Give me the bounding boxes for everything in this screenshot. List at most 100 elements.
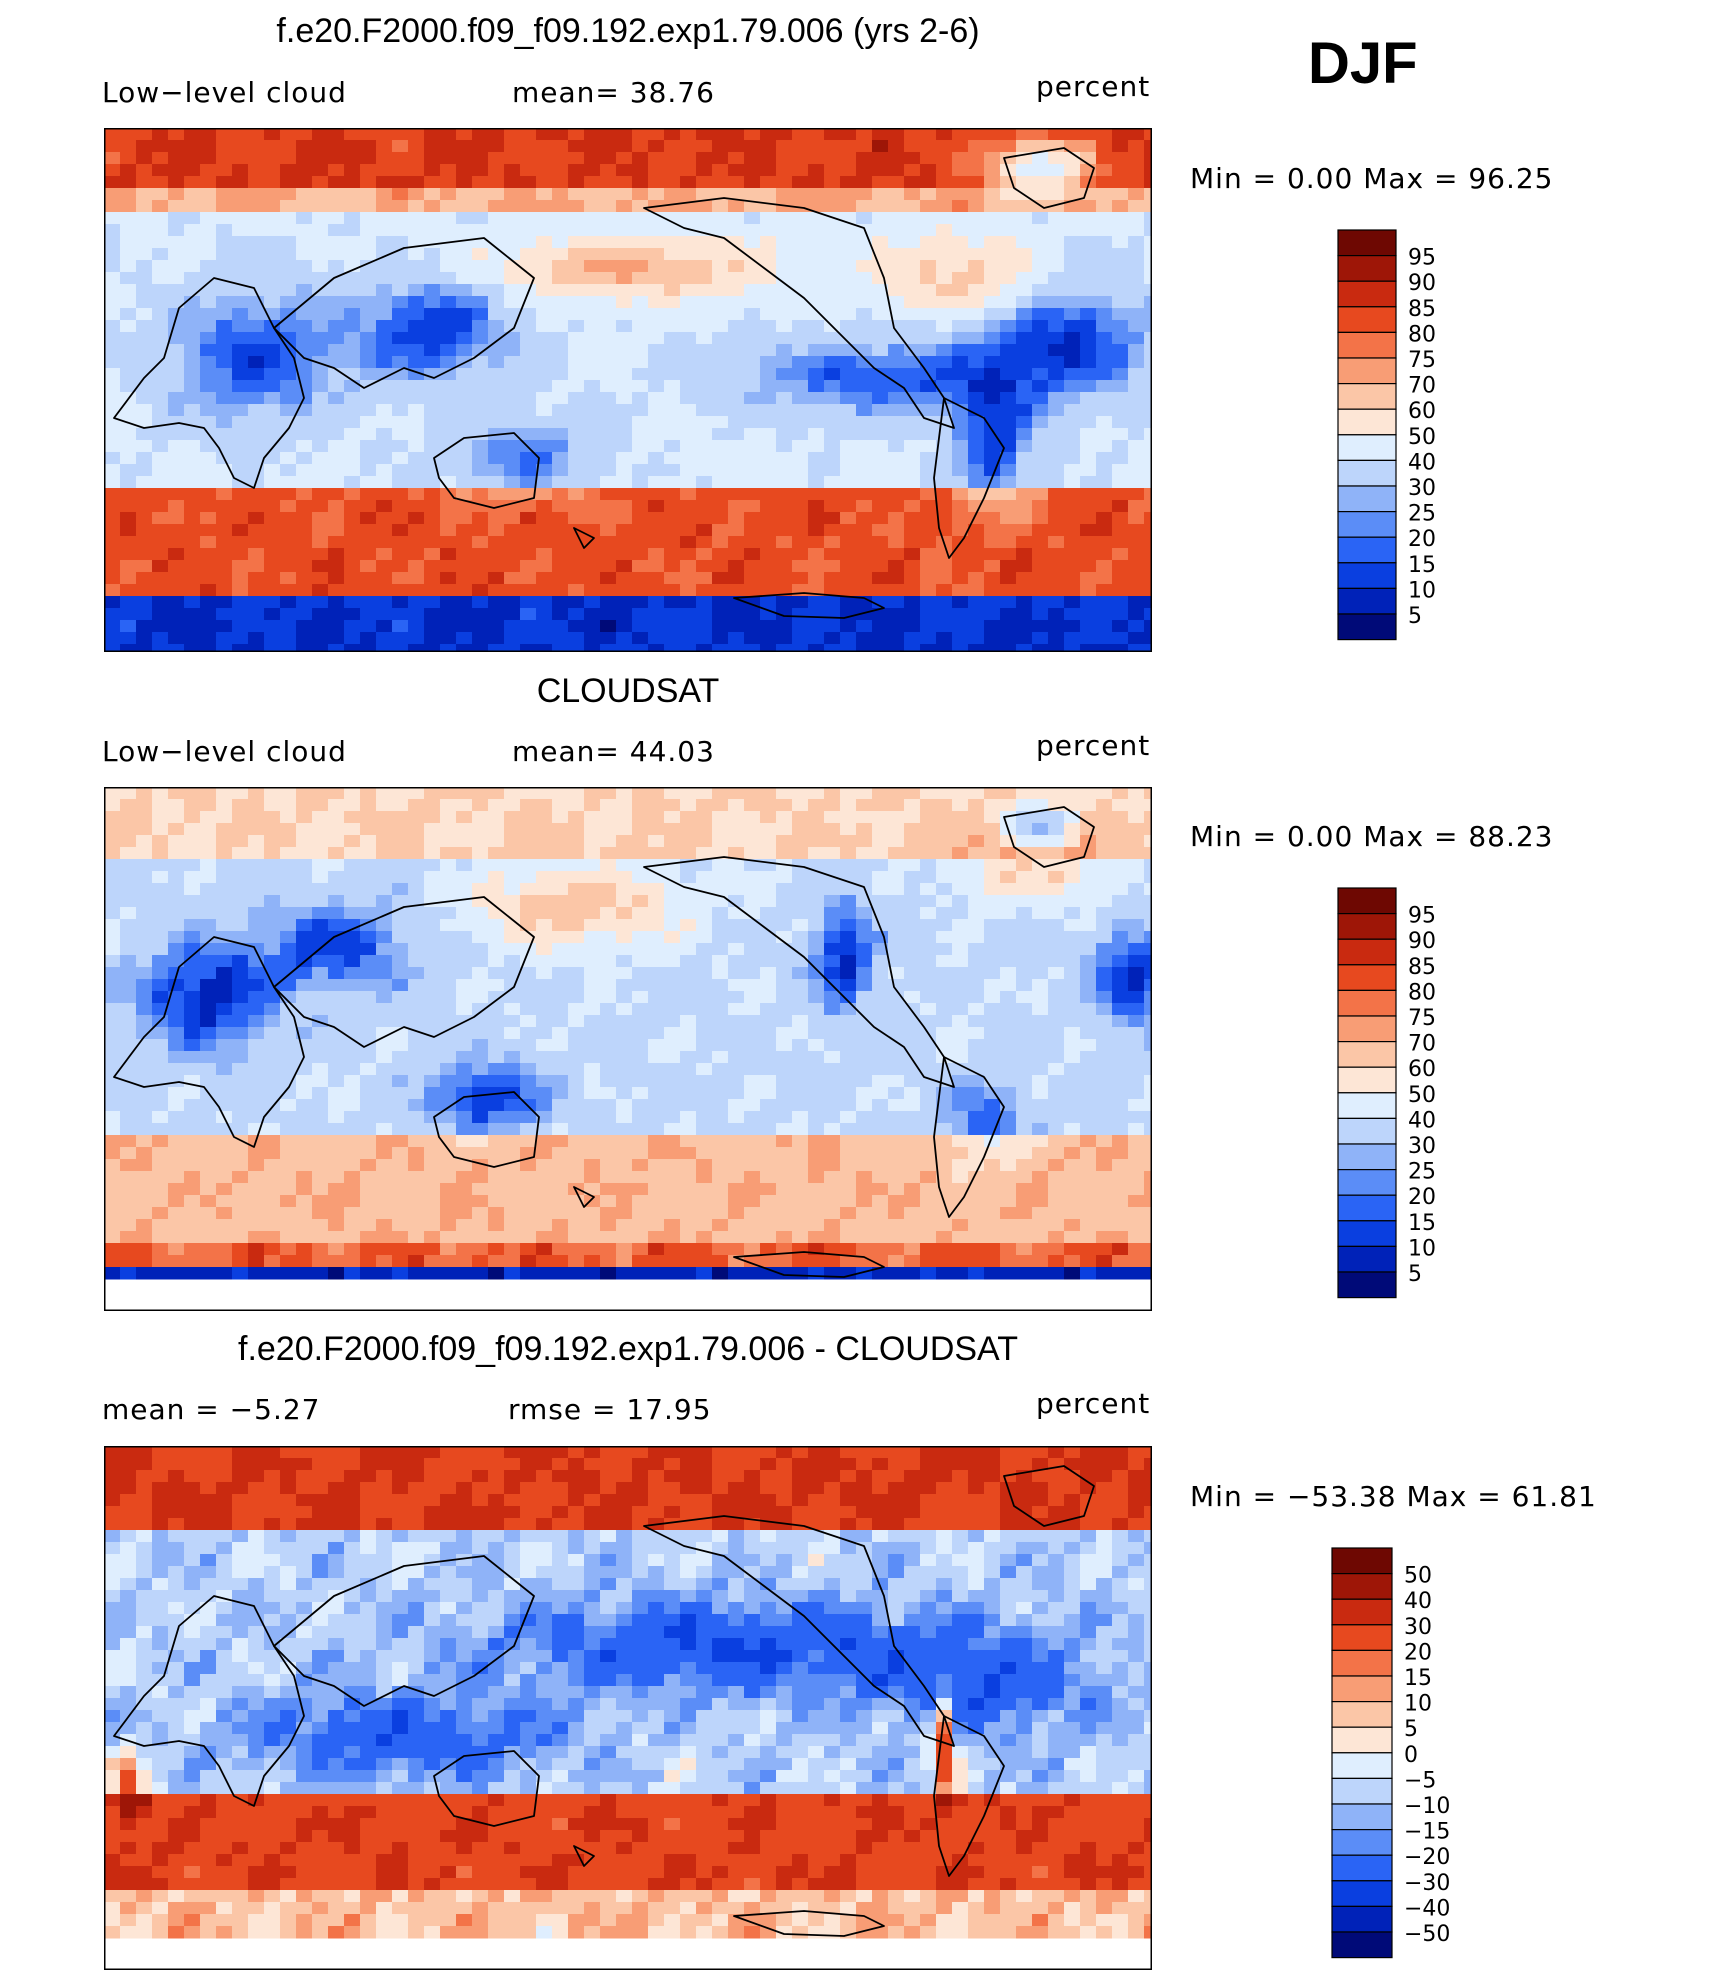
panel2-map-cell bbox=[360, 1147, 377, 1160]
panel2-map-cell bbox=[648, 835, 665, 848]
panel1-map-cell bbox=[120, 152, 137, 165]
panel1-map-cell bbox=[504, 164, 521, 177]
panel1-map-cell bbox=[456, 368, 473, 381]
panel1-map-cell bbox=[792, 632, 809, 645]
panel1-map-cell bbox=[856, 596, 873, 609]
panel2-map-cell bbox=[200, 883, 217, 896]
panel1-map-cell bbox=[296, 212, 313, 225]
panel2-map-cell bbox=[824, 847, 841, 860]
panel1-map-cell bbox=[904, 548, 921, 561]
panel1-map-cell bbox=[1112, 404, 1129, 417]
panel1-map-cell bbox=[168, 416, 185, 429]
panel2-map-cell bbox=[1112, 1087, 1129, 1100]
panel2-map-cell bbox=[712, 859, 729, 872]
panel1-map-cell bbox=[808, 500, 825, 513]
panel2-map-cell bbox=[1096, 1003, 1113, 1016]
panel2-map-cell bbox=[136, 919, 153, 932]
panel1-map-cell bbox=[792, 224, 809, 237]
colorbar-box bbox=[1337, 255, 1397, 282]
panel2-map-cell bbox=[840, 931, 857, 944]
panel1-map-cell bbox=[280, 536, 297, 549]
panel1-map-cell bbox=[456, 236, 473, 249]
panel1-map-cell bbox=[856, 416, 873, 429]
panel1-map-cell bbox=[1112, 524, 1129, 537]
panel1-map-cell bbox=[440, 440, 457, 453]
panel1-map-cell bbox=[488, 380, 505, 393]
panel1-map-cell bbox=[184, 188, 201, 201]
panel2-map-cell bbox=[1096, 1087, 1113, 1100]
panel1-map-cell bbox=[1032, 212, 1049, 225]
panel1-map-cell bbox=[424, 200, 441, 213]
panel1-map-cell bbox=[120, 632, 137, 645]
panel2-map-cell bbox=[1112, 799, 1129, 812]
panel2-map-cell bbox=[808, 811, 825, 824]
panel1-map-cell bbox=[536, 572, 553, 585]
panel2-map-cell bbox=[440, 1015, 457, 1028]
panel2-map-cell bbox=[1016, 787, 1033, 800]
panel2-map-cell bbox=[952, 1063, 969, 1076]
panel1-map-cell bbox=[392, 488, 409, 501]
panel1-map-cell bbox=[712, 380, 729, 393]
panel1-map-cell bbox=[904, 212, 921, 225]
panel2-map-cell bbox=[408, 847, 425, 860]
panel1-map-cell bbox=[328, 464, 345, 477]
panel1-map-cell bbox=[792, 200, 809, 213]
panel1-map-cell bbox=[1080, 308, 1097, 321]
panel2-map-cell bbox=[216, 955, 233, 968]
panel1-map-cell bbox=[1032, 320, 1049, 333]
panel2-map-cell bbox=[360, 895, 377, 908]
panel1-map-cell bbox=[600, 164, 617, 177]
panel2-map-cell bbox=[328, 799, 345, 812]
panel2-map-cell bbox=[392, 1051, 409, 1064]
panel1-map-cell bbox=[1016, 548, 1033, 561]
panel2-map-cell bbox=[664, 1099, 681, 1112]
panel1-map-cell bbox=[424, 284, 441, 297]
panel2-map-cell bbox=[1000, 871, 1017, 884]
panel2-map-cell bbox=[280, 859, 297, 872]
panel1-map-cell bbox=[328, 260, 345, 273]
panel2-map-cell bbox=[120, 871, 137, 884]
panel1-map-cell bbox=[328, 632, 345, 645]
panel1-map-cell bbox=[408, 128, 425, 141]
panel1-map-cell bbox=[440, 524, 457, 537]
panel1-map-cell bbox=[216, 416, 233, 429]
panel2-map-cell bbox=[984, 907, 1001, 920]
panel1-map-cell bbox=[184, 176, 201, 189]
panel2-map-cell bbox=[568, 871, 585, 884]
panel2-map-cell bbox=[568, 1027, 585, 1040]
panel1-map-cell bbox=[552, 392, 569, 405]
panel1-map-cell bbox=[1112, 284, 1129, 297]
panel1-map-cell bbox=[232, 332, 249, 345]
panel1-map-cell bbox=[408, 560, 425, 573]
panel1-map-cell bbox=[328, 620, 345, 633]
panel1-map-cell bbox=[552, 404, 569, 417]
panel2-map-cell bbox=[888, 859, 905, 872]
panel1-map-cell bbox=[248, 272, 265, 285]
panel1-map-cell bbox=[824, 524, 841, 537]
panel1-map-cell bbox=[920, 188, 937, 201]
panel1-map-cell bbox=[1032, 176, 1049, 189]
panel1-map-cell bbox=[776, 176, 793, 189]
panel2-map-cell bbox=[1144, 1135, 1152, 1148]
panel1-map-cell bbox=[808, 440, 825, 453]
panel1-map-cell bbox=[1112, 332, 1129, 345]
panel1-map-cell bbox=[584, 416, 601, 429]
panel1-map-cell bbox=[424, 476, 441, 489]
panel1-map-cell bbox=[1000, 524, 1017, 537]
panel2-map-cell bbox=[264, 823, 281, 836]
panel1-map-cell bbox=[488, 464, 505, 477]
panel1-map-cell bbox=[1112, 608, 1129, 621]
panel1-map-cell bbox=[600, 476, 617, 489]
panel1-map-cell bbox=[888, 404, 905, 417]
panel2-map-cell bbox=[296, 823, 313, 836]
panel1-map-cell bbox=[1000, 224, 1017, 237]
panel1-map-cell bbox=[728, 200, 745, 213]
panel2-map-cell bbox=[456, 979, 473, 992]
panel2-map-cell bbox=[1048, 787, 1065, 800]
panel2-map-cell bbox=[1144, 847, 1152, 860]
panel1-map-cell bbox=[408, 464, 425, 477]
panel1-map-cell bbox=[1128, 548, 1145, 561]
panel1-map-cell bbox=[1032, 272, 1049, 285]
panel2-map-cell bbox=[1000, 811, 1017, 824]
panel2-map-cell bbox=[648, 919, 665, 932]
